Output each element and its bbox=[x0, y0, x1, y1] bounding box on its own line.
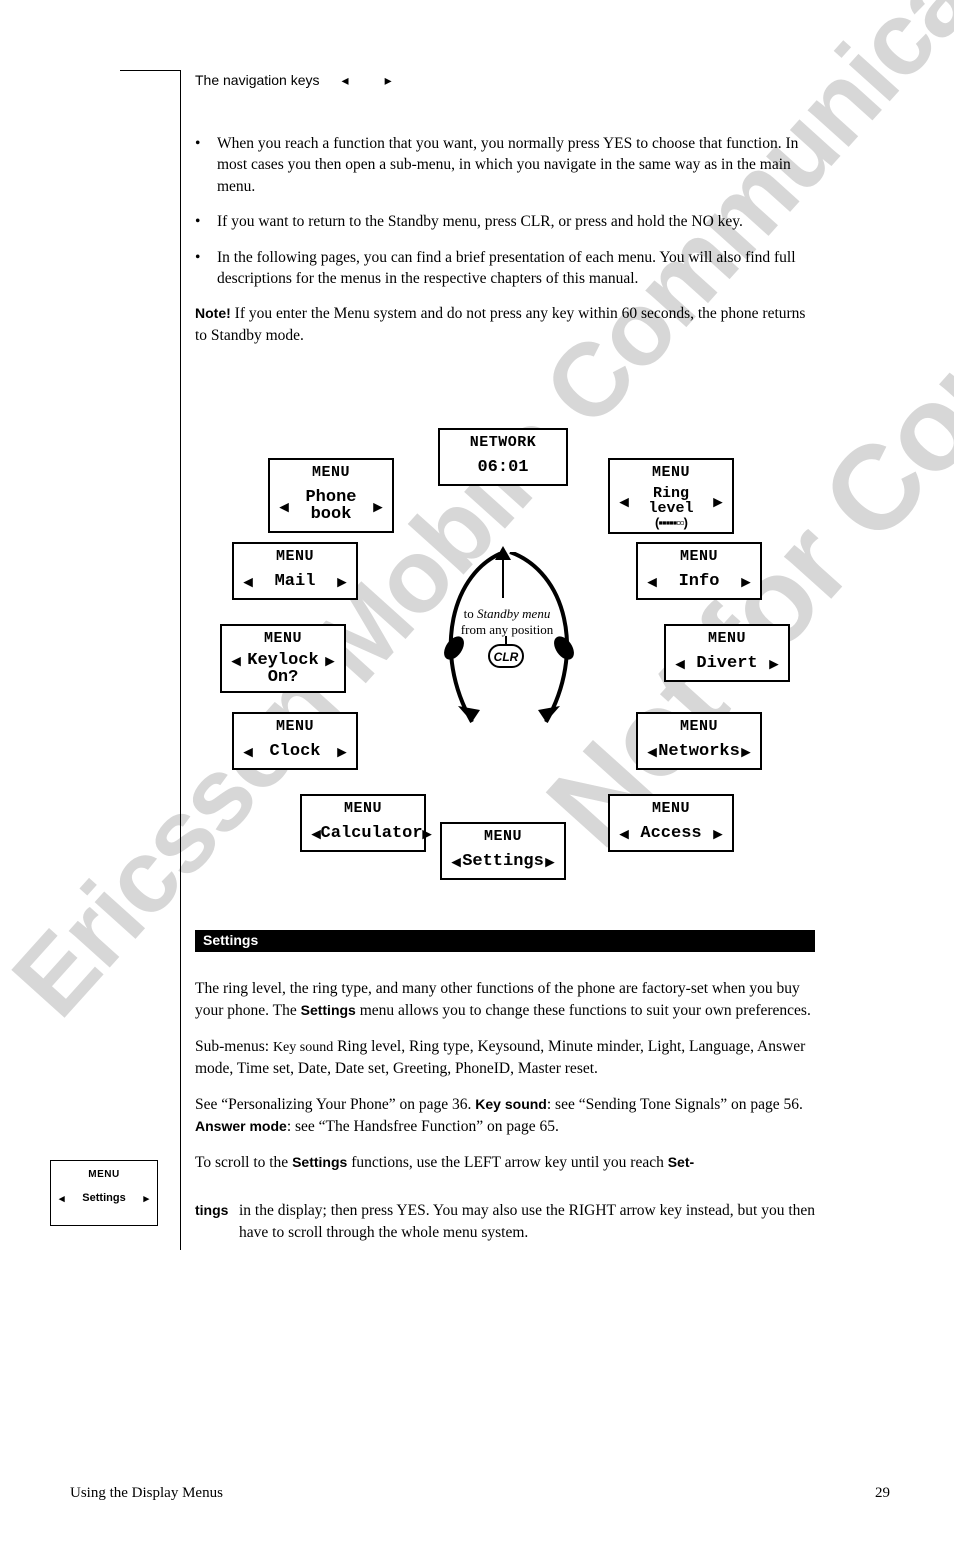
menu-divert: MENU ◂Divert▸ bbox=[664, 624, 790, 682]
body-text: The ring level, the ring type, and many … bbox=[195, 978, 815, 1174]
menu-ring-level: MENU ◂Ring level▸ (▪▪▪▪▪▫▫) bbox=[608, 458, 734, 534]
margin-gutter bbox=[120, 70, 180, 1250]
menu-header: MENU bbox=[222, 626, 344, 649]
menu-clock: MENU ◂Clock▸ bbox=[232, 712, 358, 770]
page-number: 29 bbox=[875, 1485, 890, 1502]
menu-label: Ring level bbox=[629, 486, 714, 516]
menu-access: MENU ◂Access▸ bbox=[608, 794, 734, 852]
menu-settings: MENU ◂Settings▸ bbox=[440, 822, 566, 880]
menu-label: Info bbox=[657, 573, 742, 590]
menu-label: Keylock bbox=[241, 652, 326, 669]
intro-list: When you reach a function that you want,… bbox=[195, 133, 815, 346]
menu-mail: MENU ◂Mail▸ bbox=[232, 542, 358, 600]
menu-header: MENU bbox=[234, 714, 356, 737]
nav-keys-title: The navigation keys bbox=[195, 72, 320, 89]
menu-header: MENU bbox=[666, 626, 788, 649]
menu-header: MENU bbox=[302, 796, 424, 819]
bullet-item: If you want to return to the Standby men… bbox=[195, 211, 815, 232]
para-5: tings in the display; then press YES. Yo… bbox=[195, 1200, 815, 1244]
menu-label2: On? bbox=[226, 669, 340, 686]
note-paragraph: Note! If you enter the Menu system and d… bbox=[195, 303, 815, 346]
section-title: Settings bbox=[203, 932, 258, 948]
standby-title: NETWORK bbox=[440, 430, 566, 453]
ring-level-bars: (▪▪▪▪▪▫▫) bbox=[614, 516, 728, 529]
para-2: Sub-menus: Key sound Ring level, Ring ty… bbox=[195, 1036, 815, 1080]
menu-label: Mail bbox=[253, 573, 338, 590]
margin-phone-label: Settings bbox=[82, 1192, 125, 1205]
para-1: The ring level, the ring type, and many … bbox=[195, 978, 815, 1022]
menu-keylock: MENU ◂Keylock▸ On? bbox=[220, 624, 346, 693]
footer-title: Using the Display Menus bbox=[70, 1485, 223, 1502]
menu-diagram: NETWORK 06:01 MENU ◂Phone book▸ MENU ◂Ma… bbox=[200, 428, 820, 878]
margin-phone-settings: MENU ◂ Settings ▸ bbox=[50, 1160, 158, 1226]
menu-calculator: MENU ◂Calculator▸ bbox=[300, 794, 426, 852]
menu-header: MENU bbox=[610, 796, 732, 819]
diagram-center: to Standby menu from any position CLR bbox=[432, 558, 582, 748]
page-footer: Using the Display Menus 29 bbox=[70, 1485, 890, 1502]
menu-header: MENU bbox=[270, 460, 392, 483]
menu-header: MENU bbox=[638, 714, 760, 737]
para-3: See “Personalizing Your Phone” on page 3… bbox=[195, 1094, 815, 1138]
menu-label: Clock bbox=[253, 743, 338, 760]
note-text: If you enter the Menu system and do not … bbox=[195, 305, 805, 343]
menu-networks: MENU ◂Networks▸ bbox=[636, 712, 762, 770]
note-prefix: Note! bbox=[195, 305, 231, 321]
arc-arrows-icon bbox=[422, 552, 592, 752]
right-arrow-icon: ▸ bbox=[143, 1192, 149, 1205]
bullet-item: In the following pages, you can find a b… bbox=[195, 247, 815, 290]
menu-header: MENU bbox=[638, 544, 760, 567]
bullet-item: When you reach a function that you want,… bbox=[195, 133, 815, 197]
menu-label: Access bbox=[629, 825, 714, 842]
right-arrow-icon: ▸ bbox=[385, 72, 392, 89]
standby-screen: NETWORK 06:01 bbox=[438, 428, 568, 486]
menu-label: Calculator bbox=[321, 825, 423, 842]
menu-label: Settings bbox=[461, 853, 546, 870]
left-arrow-icon: ◂ bbox=[59, 1192, 65, 1205]
content-column: The navigation keys ◂ ▸ When you reach a… bbox=[195, 72, 815, 346]
para-4: To scroll to the Settings functions, use… bbox=[195, 1152, 815, 1174]
menu-label: Networks bbox=[657, 743, 742, 760]
menu-header: MENU bbox=[442, 824, 564, 847]
menu-info: MENU ◂Info▸ bbox=[636, 542, 762, 600]
standby-time: 06:01 bbox=[440, 453, 566, 484]
menu-phonebook: MENU ◂Phone book▸ bbox=[268, 458, 394, 533]
menu-label: Phone book bbox=[289, 489, 374, 523]
section-bar: Settings bbox=[195, 930, 815, 952]
nav-keys-row: The navigation keys ◂ ▸ bbox=[195, 72, 815, 89]
menu-header: MENU bbox=[234, 544, 356, 567]
menu-label: Divert bbox=[685, 655, 770, 672]
margin-phone-header: MENU bbox=[51, 1161, 157, 1180]
left-arrow-icon: ◂ bbox=[342, 72, 349, 89]
menu-header: MENU bbox=[610, 460, 732, 483]
